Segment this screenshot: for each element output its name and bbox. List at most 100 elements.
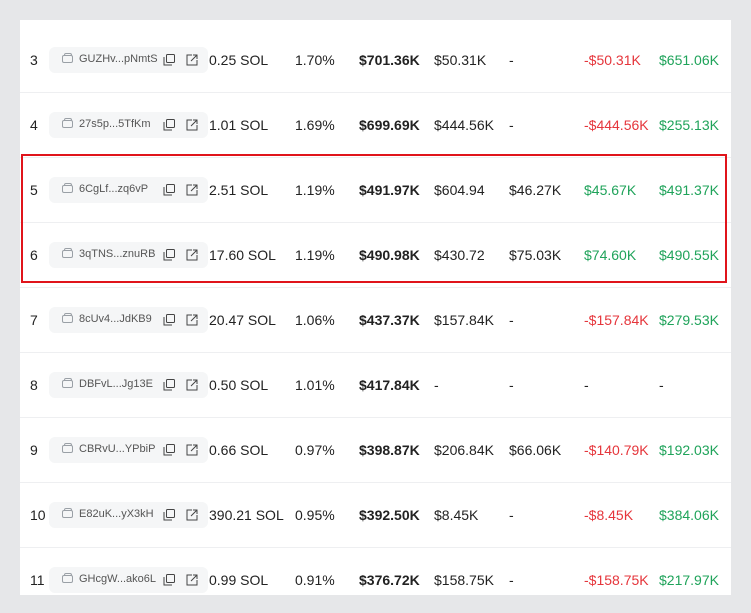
sol-balance: 0.50 SOL <box>209 376 269 393</box>
wallet-chip[interactable]: DBFvL...Jg13E <box>49 371 208 398</box>
external-link-icon[interactable] <box>186 574 198 586</box>
wallet-chip[interactable]: GUZHv...pNmtS <box>49 46 208 73</box>
realized-pnl: -$140.79K <box>584 441 649 458</box>
wallet-address[interactable]: 27s5p...5TfKm <box>79 117 151 130</box>
rank: 10 <box>30 506 46 523</box>
sold-amount: - <box>509 311 514 328</box>
wallet-address[interactable]: CBRvU...YPbiP <box>79 442 156 455</box>
realized-pnl: -$158.75K <box>584 571 649 588</box>
copy-icon[interactable] <box>163 183 175 196</box>
unrealized-pnl: $217.97K <box>659 571 719 588</box>
holding-value: $490.98K <box>359 246 420 263</box>
wallet-address[interactable]: 6CgLf...zq6vP <box>79 182 149 195</box>
table-row[interactable]: 10 E82uK...yX3kH 390.21 SOL 0.95% $392.5… <box>20 482 731 548</box>
unrealized-pnl: $192.03K <box>659 441 719 458</box>
holding-value: $437.37K <box>359 311 420 328</box>
copy-icon[interactable] <box>163 118 175 131</box>
sold-amount: $46.27K <box>509 181 562 198</box>
realized-pnl: $45.67K <box>584 181 637 198</box>
unrealized-pnl: $491.37K <box>659 181 719 198</box>
wallet-address[interactable]: GHcgW...ako6L <box>79 572 157 585</box>
external-link-icon[interactable] <box>186 184 198 196</box>
wallet-chip[interactable]: GHcgW...ako6L <box>49 566 208 593</box>
external-link-icon[interactable] <box>186 54 198 66</box>
realized-pnl: $74.60K <box>584 246 637 263</box>
bought-amount: $430.72 <box>434 246 485 263</box>
holding-value: $392.50K <box>359 506 420 523</box>
copy-icon[interactable] <box>163 313 175 326</box>
sold-amount: $75.03K <box>509 246 562 263</box>
holding-percent: 1.19% <box>295 181 335 198</box>
holding-value: $701.36K <box>359 51 420 68</box>
sol-balance: 0.25 SOL <box>209 51 269 68</box>
holding-value: $699.69K <box>359 116 420 133</box>
wallet-chip[interactable]: 3qTNS...znuRB <box>49 241 208 268</box>
holders-table: 3 GUZHv...pNmtS 0.25 SOL 1.70% $701.36K … <box>20 20 731 595</box>
copy-icon[interactable] <box>163 508 175 521</box>
external-link-icon[interactable] <box>186 509 198 521</box>
sol-balance: 17.60 SOL <box>209 246 276 263</box>
wallet-chip[interactable]: CBRvU...YPbiP <box>49 436 208 463</box>
sold-amount: - <box>509 116 514 133</box>
copy-icon[interactable] <box>163 378 175 391</box>
holding-percent: 1.70% <box>295 51 335 68</box>
wallet-chip[interactable]: 8cUv4...JdKB9 <box>49 306 208 333</box>
holding-percent: 0.91% <box>295 571 335 588</box>
unrealized-pnl: - <box>659 376 664 393</box>
bought-amount: $157.84K <box>434 311 494 328</box>
wallet-address[interactable]: E82uK...yX3kH <box>79 507 154 520</box>
wallet-address[interactable]: DBFvL...Jg13E <box>79 377 153 390</box>
table-row[interactable]: 5 6CgLf...zq6vP 2.51 SOL 1.19% $491.97K … <box>20 157 731 223</box>
wallet-address[interactable]: 8cUv4...JdKB9 <box>79 312 152 325</box>
table-row[interactable]: 8 DBFvL...Jg13E 0.50 SOL 1.01% $417.84K … <box>20 352 731 418</box>
rank: 9 <box>30 441 38 458</box>
copy-icon[interactable] <box>163 53 175 66</box>
wallet-address[interactable]: GUZHv...pNmtS <box>79 52 158 65</box>
sol-balance: 0.66 SOL <box>209 441 269 458</box>
rank: 8 <box>30 376 38 393</box>
table-row[interactable]: 4 27s5p...5TfKm 1.01 SOL 1.69% $699.69K … <box>20 92 731 158</box>
wallet-chip[interactable]: E82uK...yX3kH <box>49 501 208 528</box>
bought-amount: $50.31K <box>434 51 487 68</box>
sol-balance: 20.47 SOL <box>209 311 276 328</box>
sold-amount: - <box>509 376 514 393</box>
rank: 11 <box>30 571 45 588</box>
holding-value: $376.72K <box>359 571 420 588</box>
external-link-icon[interactable] <box>186 379 198 391</box>
unrealized-pnl: $384.06K <box>659 506 719 523</box>
external-link-icon[interactable] <box>186 249 198 261</box>
table-row[interactable]: 9 CBRvU...YPbiP 0.66 SOL 0.97% $398.87K … <box>20 417 731 483</box>
table-row[interactable]: 7 8cUv4...JdKB9 20.47 SOL 1.06% $437.37K… <box>20 287 731 353</box>
wallet-icon <box>62 507 73 518</box>
sol-balance: 390.21 SOL <box>209 506 284 523</box>
unrealized-pnl: $255.13K <box>659 116 719 133</box>
bought-amount: $206.84K <box>434 441 494 458</box>
external-link-icon[interactable] <box>186 444 198 456</box>
copy-icon[interactable] <box>163 443 175 456</box>
wallet-icon <box>62 312 73 323</box>
external-link-icon[interactable] <box>186 314 198 326</box>
bought-amount: $604.94 <box>434 181 485 198</box>
table-row[interactable]: 11 GHcgW...ako6L 0.99 SOL 0.91% $376.72K… <box>20 547 731 595</box>
copy-icon[interactable] <box>163 573 175 586</box>
wallet-chip[interactable]: 27s5p...5TfKm <box>49 111 208 138</box>
copy-icon[interactable] <box>163 248 175 261</box>
realized-pnl: -$8.45K <box>584 506 634 523</box>
wallet-icon <box>62 442 73 453</box>
wallet-icon <box>62 572 73 583</box>
sold-amount: - <box>509 506 514 523</box>
wallet-address[interactable]: 3qTNS...znuRB <box>79 247 156 260</box>
sol-balance: 1.01 SOL <box>209 116 269 133</box>
wallet-chip[interactable]: 6CgLf...zq6vP <box>49 176 208 203</box>
bought-amount: $444.56K <box>434 116 494 133</box>
table-row[interactable]: 3 GUZHv...pNmtS 0.25 SOL 1.70% $701.36K … <box>20 27 731 93</box>
wallet-icon <box>62 182 73 193</box>
external-link-icon[interactable] <box>186 119 198 131</box>
holding-value: $417.84K <box>359 376 420 393</box>
sold-amount: - <box>509 51 514 68</box>
holding-percent: 1.19% <box>295 246 335 263</box>
unrealized-pnl: $279.53K <box>659 311 719 328</box>
holding-value: $398.87K <box>359 441 420 458</box>
table-row[interactable]: 6 3qTNS...znuRB 17.60 SOL 1.19% $490.98K… <box>20 222 731 288</box>
rank: 3 <box>30 51 38 68</box>
